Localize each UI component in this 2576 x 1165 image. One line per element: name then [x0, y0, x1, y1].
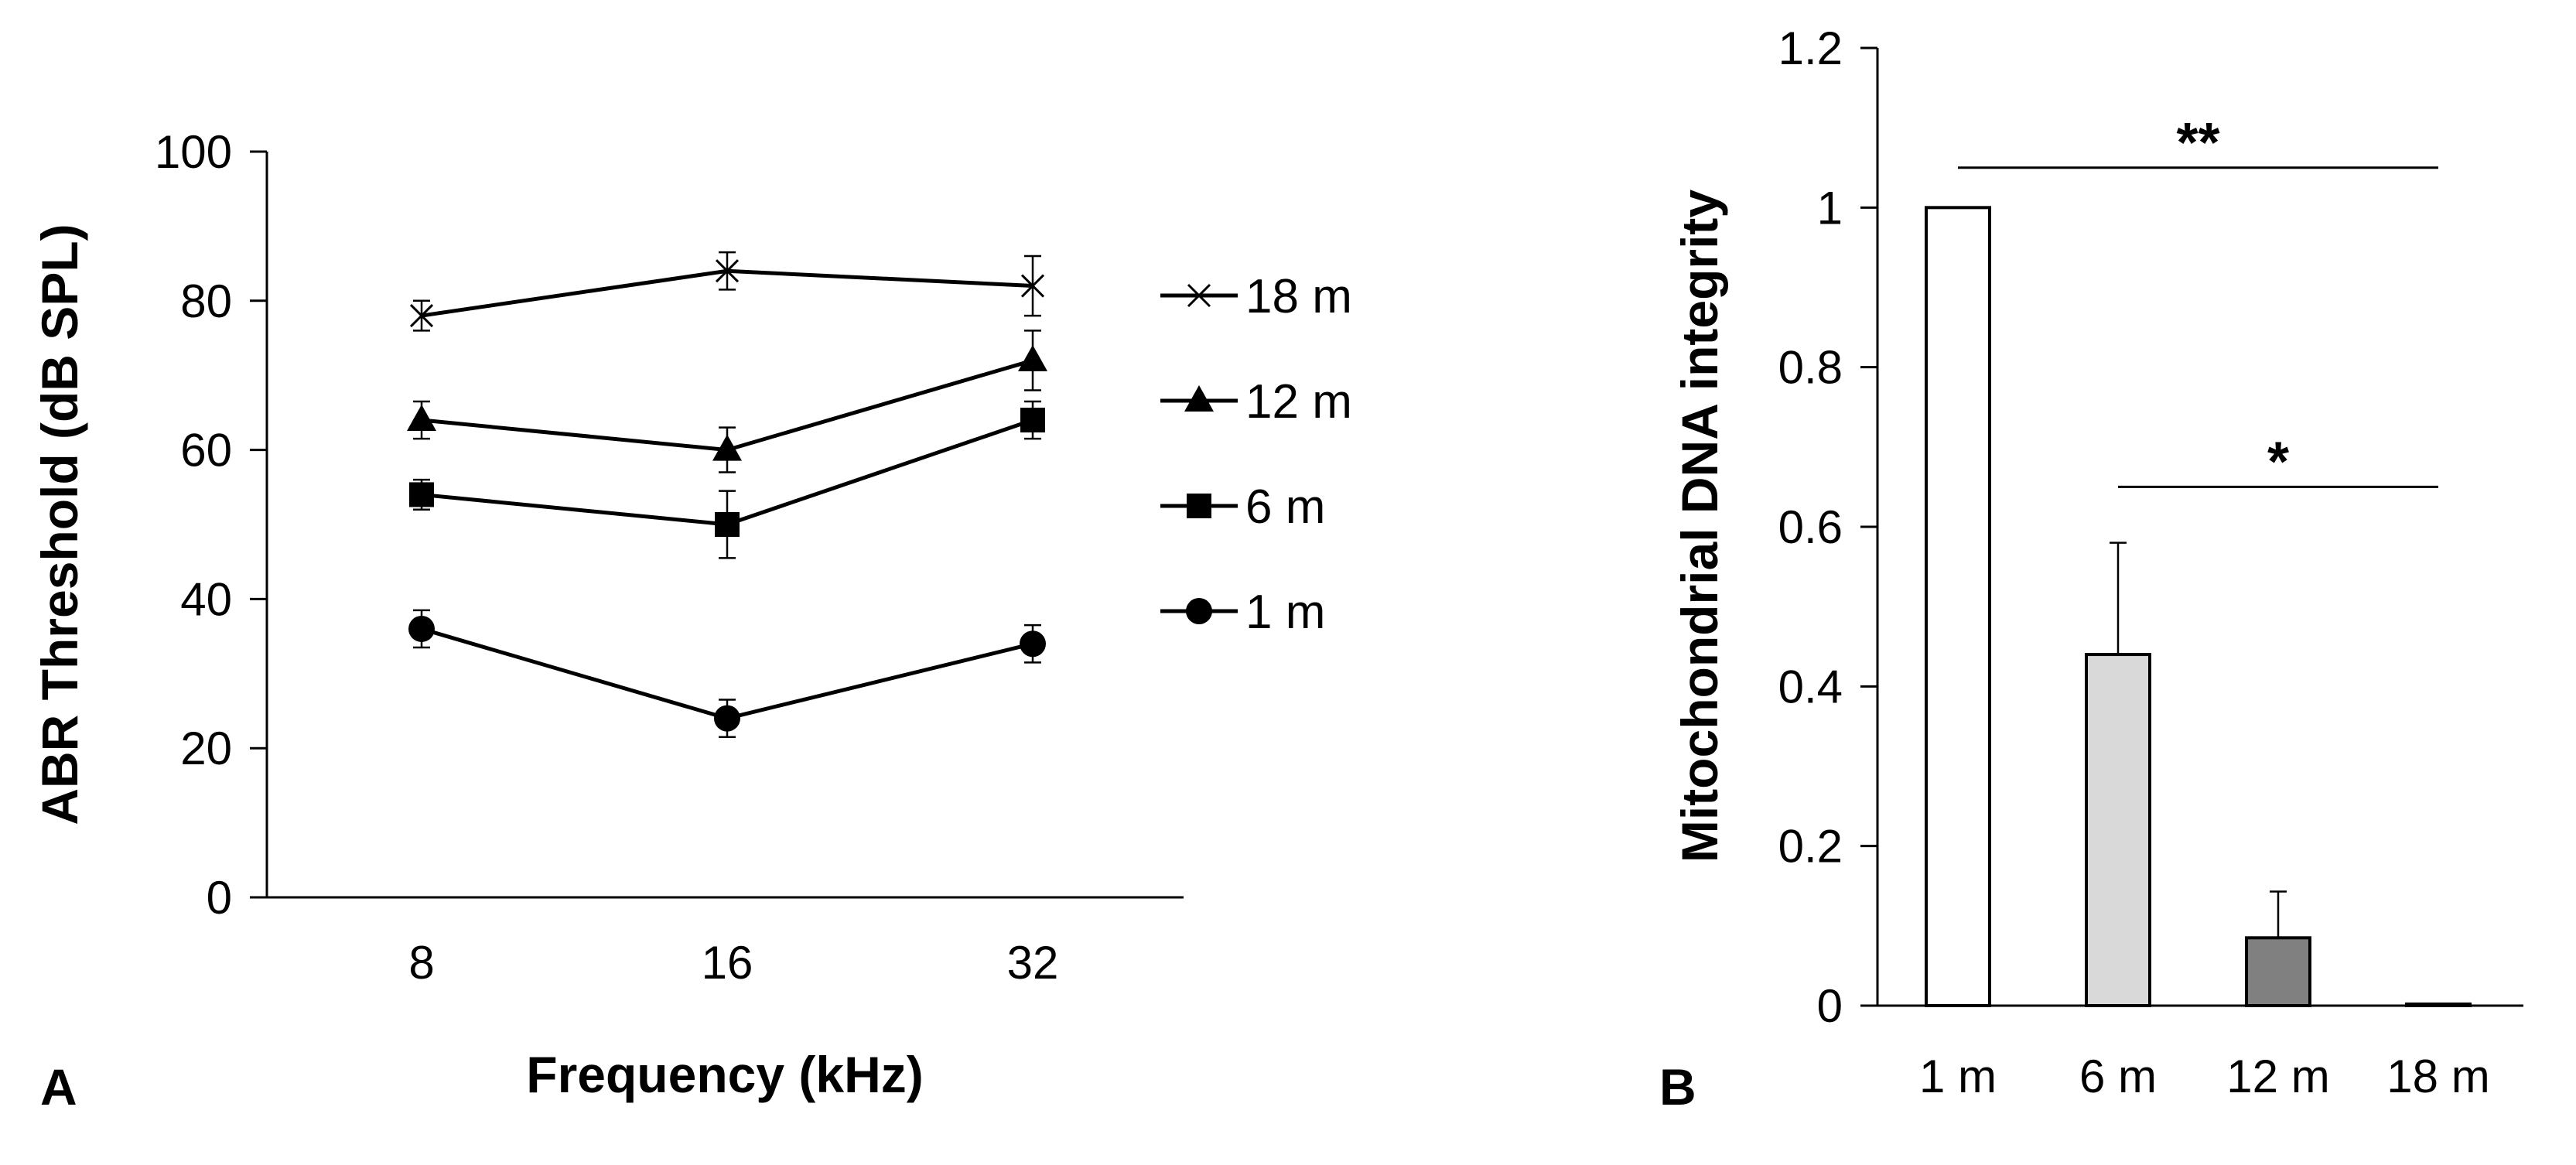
bar [1925, 206, 1991, 1007]
legend-entry: 18 m [1160, 270, 1352, 323]
bar-18m [2405, 1002, 2472, 1007]
panel-a-y-axis-title: ABR Threshold (dB SPL) [31, 224, 88, 825]
panel-b-y-axis-title: Mitochondrial DNA integrity [1671, 190, 1728, 863]
bar [2405, 1002, 2472, 1007]
panel-a-y-tick-label: 0 [207, 872, 232, 924]
bar-12m [2245, 890, 2311, 1008]
legend-entry: 6 m [1160, 480, 1325, 534]
data-point [1020, 408, 1045, 433]
data-point [1020, 630, 1046, 658]
panel-a-x-tick-label: 16 [702, 937, 753, 989]
data-point [1018, 344, 1047, 371]
series-18m [409, 251, 1045, 332]
legend-label: 1 m [1245, 586, 1325, 639]
panel-b-label: B [1659, 1058, 1696, 1115]
data-point [408, 615, 435, 642]
bar-1m [1925, 206, 1991, 1007]
panel-a-x-axis-title: Frequency (kHz) [526, 1046, 923, 1103]
data-point [714, 705, 740, 732]
panel-a-y-tick-label: 100 [155, 126, 232, 178]
panel-b-y-tick-label: 0.6 [1778, 501, 1843, 553]
bar-6m [2085, 542, 2151, 1007]
panel-b-y-tick-label: 0 [1817, 980, 1843, 1032]
bar [2245, 936, 2311, 1008]
legend-marker [1184, 385, 1214, 412]
data-point [1020, 274, 1045, 298]
legend-marker [1187, 283, 1211, 308]
series-1m [408, 609, 1046, 738]
panel-a-x-tick-label: 8 [408, 937, 434, 989]
legend-entry: 12 m [1160, 375, 1352, 429]
bar [2085, 653, 2151, 1007]
legend-entry: 1 m [1160, 586, 1325, 639]
error-bar [2110, 542, 2127, 655]
legend-marker [1187, 494, 1211, 518]
panel-b-x-tick-label: 12 m [2226, 1051, 2329, 1102]
significance-bracket: * [2118, 431, 2438, 493]
significance-label: * [2267, 431, 2289, 493]
panel-b-y-tick-label: 1 [1817, 182, 1843, 234]
legend-label: 12 m [1245, 375, 1352, 429]
panel-a-label: A [40, 1058, 77, 1115]
series-12m [407, 330, 1047, 473]
panel-b-x-tick-label: 6 m [2079, 1051, 2157, 1102]
significance-label: ** [2176, 112, 2219, 174]
panel-a-y-tick-label: 20 [180, 723, 232, 774]
panel-a-y-tick-label: 40 [180, 573, 232, 625]
panel-b-y-tick-label: 0.2 [1778, 821, 1843, 873]
panel-a-y-tick-label: 80 [180, 275, 232, 327]
error-bar [2270, 890, 2287, 938]
data-point [715, 259, 740, 283]
panel-a-x-tick-label: 32 [1007, 937, 1059, 989]
data-point [409, 304, 434, 328]
panel-a-y-tick-label: 60 [180, 425, 232, 477]
data-point [407, 405, 436, 432]
legend-label: 6 m [1245, 480, 1325, 534]
panel-b-y-tick-label: 0.8 [1778, 342, 1843, 394]
data-point [715, 512, 740, 537]
panel-b-x-tick-label: 18 m [2386, 1051, 2489, 1102]
data-point [712, 434, 742, 461]
panel-a-line-chart: 0 20 40 60 80 100 8 16 32 18 m 12 m 6 m 1 m ABR Th… [31, 126, 1352, 1115]
data-point [409, 482, 434, 507]
panel-b-y-tick-label: 1.2 [1778, 22, 1843, 74]
series-6m [409, 400, 1045, 559]
panel-b-x-tick-label: 1 m [1919, 1051, 1997, 1102]
legend-label: 18 m [1245, 270, 1352, 323]
panel-b-y-tick-label: 0.4 [1778, 661, 1843, 712]
legend-marker [1186, 598, 1212, 624]
significance-bracket: ** [1958, 112, 2438, 174]
